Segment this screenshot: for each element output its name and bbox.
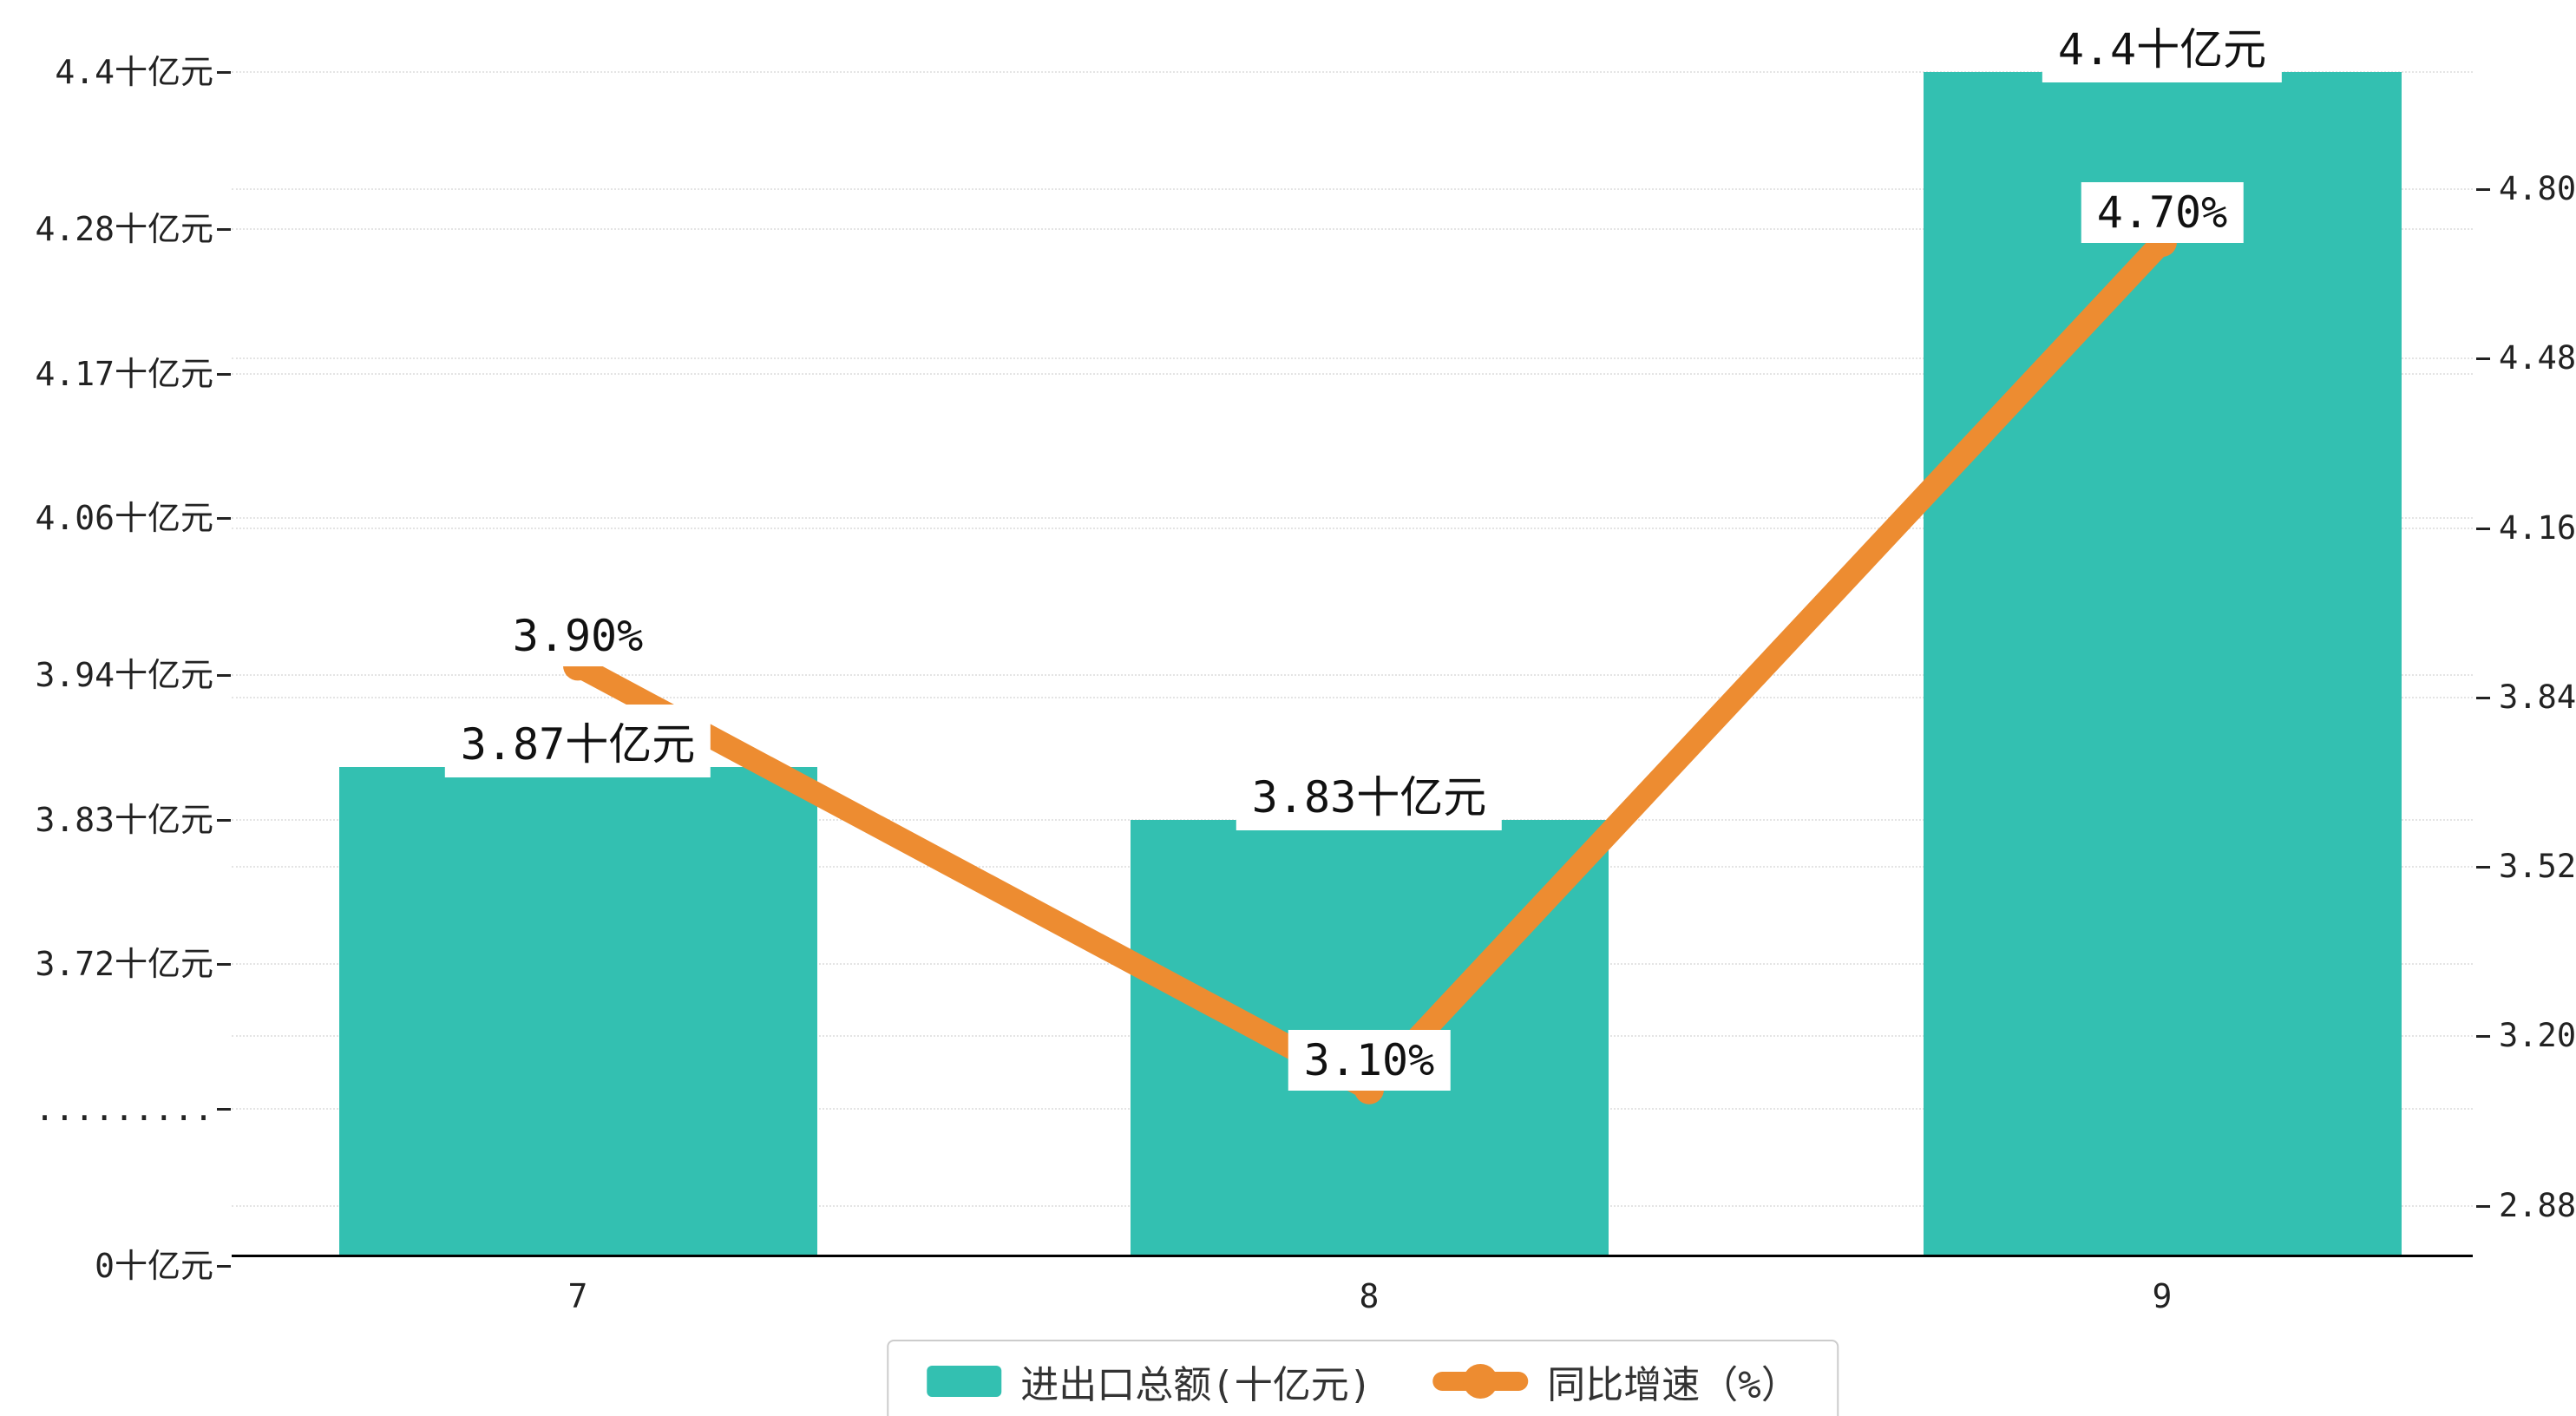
h-gridline (232, 228, 2473, 230)
x-axis-label: 8 (1359, 1277, 1380, 1315)
y-axis-left-tick-mark (217, 819, 231, 822)
growth-line (567, 231, 2173, 1101)
h-gridline (232, 674, 2473, 676)
line-value-label: 3.90% (496, 606, 659, 667)
y-axis-right-tick-mark (2476, 1205, 2490, 1208)
h-gridline (232, 373, 2473, 375)
x-axis-line (232, 1255, 2473, 1257)
line-series-swatch-icon (1432, 1364, 1529, 1399)
bar-month-7 (338, 767, 817, 1255)
bar-value-label: 3.83十亿元 (1236, 757, 1503, 830)
h-gridline (232, 517, 2473, 519)
y-axis-right-tick-label: 4.48 (2499, 339, 2576, 377)
y-axis-left-tick-mark (217, 963, 231, 966)
y-axis-right-tick-label: 3.20 (2499, 1017, 2576, 1054)
y-axis-right-tick-mark (2476, 528, 2490, 530)
y-axis-right-tick-mark (2476, 188, 2490, 191)
bar-month-9 (1923, 71, 2402, 1255)
line-series-dot-icon (1463, 1364, 1498, 1399)
bar-series-swatch-icon (927, 1366, 1002, 1397)
y-axis-left-tick-label: 0十亿元 (95, 1247, 213, 1285)
bar-value-label: 4.4十亿元 (2042, 9, 2283, 82)
line-value-label: 4.70% (2081, 182, 2244, 244)
y-axis-right-tick-label: 3.52 (2499, 848, 2576, 885)
line-value-label: 3.10% (1288, 1029, 1451, 1091)
y-axis-right-tick-mark (2476, 697, 2490, 699)
y-axis-left-tick-mark (217, 1108, 231, 1111)
y-axis-right-tick-label: 2.88 (2499, 1187, 2576, 1224)
legend-bar-series-label: 进出口总额(十亿元) (1020, 1363, 1373, 1407)
h-gridline (232, 188, 2473, 190)
y-axis-right-tick-label: 4.80 (2499, 170, 2576, 207)
y-axis-right-tick-mark (2476, 1035, 2490, 1038)
y-axis-left-tick-mark (217, 1265, 231, 1268)
y-axis-left-tick-mark (217, 373, 231, 376)
y-axis-left-tick-label: 4.17十亿元 (35, 355, 213, 393)
y-axis-right-tick-mark (2476, 357, 2490, 360)
y-axis-left-tick-label: 4.28十亿元 (35, 210, 213, 248)
y-axis-left-tick-label: 3.94十亿元 (35, 656, 213, 694)
y-axis-right-tick-mark (2476, 866, 2490, 869)
h-gridline (232, 71, 2473, 73)
y-axis-left-tick-mark (217, 517, 231, 520)
legend-item-bar-series[interactable]: 进出口总额(十亿元) (927, 1354, 1372, 1409)
y-axis-left-tick-label: ......... (35, 1090, 213, 1128)
y-axis-left-tick-label: 3.83十亿元 (35, 801, 213, 839)
y-axis-left-tick-label: 4.06十亿元 (35, 499, 213, 537)
y-axis-left-tick-mark (217, 228, 231, 231)
x-axis-label: 9 (2152, 1277, 2173, 1315)
h-gridline (232, 528, 2473, 529)
y-axis-left-tick-label: 3.72十亿元 (35, 945, 213, 983)
y-axis-right-tick-label: 3.84 (2499, 678, 2576, 716)
h-gridline (232, 357, 2473, 359)
y-axis-left-tick-label: 4.4十亿元 (55, 53, 213, 91)
y-axis-left-tick-mark (217, 674, 231, 677)
legend-item-line-series[interactable]: 同比增速（%） (1432, 1354, 1799, 1409)
y-axis-left-tick-mark (217, 71, 231, 74)
bar-value-label: 3.87十亿元 (444, 705, 711, 778)
y-axis-right-tick-label: 4.16 (2499, 509, 2576, 547)
h-gridline (232, 697, 2473, 698)
legend: 进出口总额(十亿元) 同比增速（%） (887, 1340, 1839, 1416)
x-axis-label: 7 (567, 1277, 588, 1315)
legend-line-series-label: 同比增速（%） (1547, 1363, 1799, 1407)
